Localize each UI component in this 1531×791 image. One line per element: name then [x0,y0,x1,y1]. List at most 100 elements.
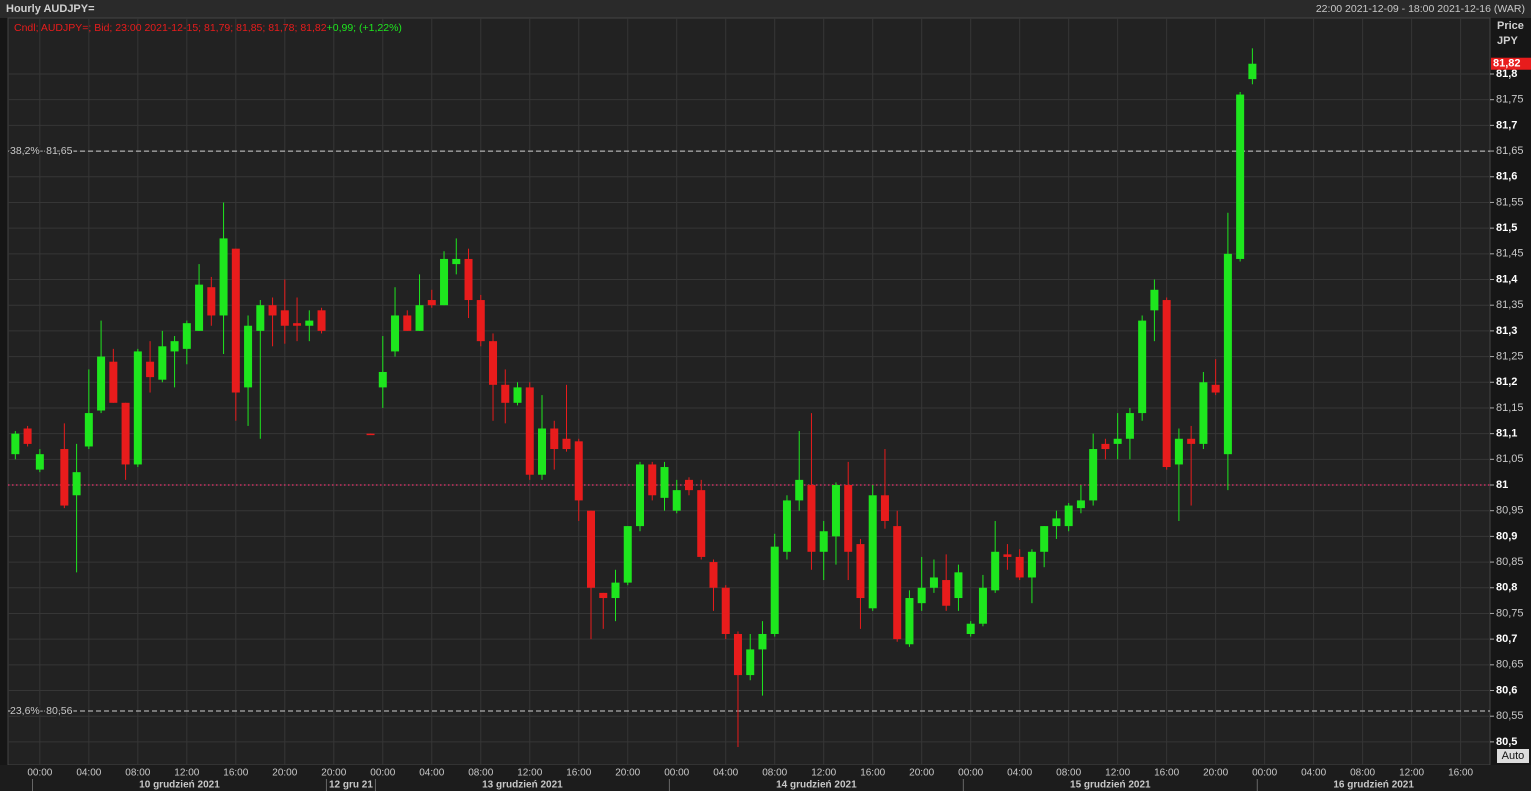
candle-body [219,238,228,316]
candle-body [415,305,424,331]
candle-body [831,485,840,537]
candle-body [207,287,216,316]
candle-body [231,248,240,393]
candle-body [538,428,547,475]
x-tick-label: 20:00 [272,768,297,779]
y-tick-label: 80,75 [1496,607,1524,619]
candle-body [905,598,914,645]
y-tick-label: 81,3 [1496,325,1517,337]
candle-body [1064,505,1073,527]
candle-body [819,531,828,552]
candle-body [378,371,387,388]
y-tick-label: 81 [1496,479,1508,491]
date-label: 12 gru 21 [329,780,373,791]
candle-body [966,623,975,634]
candle-body [856,544,865,599]
candle-body [660,467,669,498]
auto-button[interactable] [1497,749,1529,763]
candle-body [929,577,938,588]
candle-body [733,633,742,676]
x-tick-label: 04:00 [419,768,444,779]
candle-body [1187,438,1196,444]
price-tag [1491,57,1531,70]
x-tick-label: 08:00 [1350,768,1375,779]
candle-body [158,346,167,380]
candle-body [170,341,179,352]
candle-body [195,284,204,331]
y-tick-label: 81,2 [1496,376,1517,388]
candle-body [11,433,20,455]
candle-body [868,495,877,609]
x-tick-label: 12:00 [517,768,542,779]
x-tick-label: 20:00 [1203,768,1228,779]
candle-body [72,472,81,496]
y-tick-label: 81,7 [1496,119,1517,131]
candle-body [1248,63,1257,80]
y-tick-label: 81,45 [1496,248,1524,260]
candle-body [35,454,44,470]
y-tick-label: 81,15 [1496,402,1524,414]
x-tick-label: 08:00 [762,768,787,779]
y-tick-label: 81,25 [1496,350,1524,362]
x-tick-label: 04:00 [1007,768,1032,779]
candle-body [268,305,277,316]
candle-body [1076,500,1085,509]
candle-body [1040,526,1049,552]
candle-body [550,428,559,450]
candle-body [648,464,657,496]
candle-body [574,441,583,501]
candle-body [464,258,473,301]
candle-body [1150,289,1159,311]
x-tick-label: 00:00 [27,768,52,779]
price-tag-label: 81,82 [1493,58,1521,70]
y-tick-label: 81,8 [1496,68,1517,80]
candle-body [746,649,755,676]
x-tick-label: 08:00 [125,768,150,779]
candle-body [23,428,32,444]
auto-button-label[interactable]: Auto [1502,750,1525,762]
date-label: 16 grudzień 2021 [1333,780,1414,791]
candle-body [697,490,706,557]
y-tick-label: 81,4 [1496,273,1518,285]
candle-body [525,387,534,475]
x-tick-label: 12:00 [1105,768,1130,779]
candle-body [1211,384,1220,393]
x-tick-label: 12:00 [1399,768,1424,779]
candle-body [917,587,926,604]
chart-title: Hourly AUDJPY= [6,3,95,15]
x-tick-label: 20:00 [909,768,934,779]
candle-body [672,490,681,511]
candle-body [807,485,816,552]
x-tick-label: 04:00 [76,768,101,779]
candle-body [1089,449,1098,501]
candle-body [97,356,106,411]
candle-body [121,402,130,465]
candle-body [611,582,620,599]
candle-body [623,526,632,583]
x-tick-label: 00:00 [958,768,983,779]
date-label: 14 grudzień 2021 [776,780,857,791]
candle-body [280,310,289,326]
y-tick-label: 81,5 [1496,222,1517,234]
candle-body [1027,551,1036,578]
candle-body [758,633,767,650]
y-tick-label: 80,85 [1496,556,1524,568]
candle-body [684,479,693,491]
candle-body [880,495,889,521]
x-tick-label: 16:00 [860,768,885,779]
y-tick-label: 81,05 [1496,453,1524,465]
x-axis-band [0,765,1531,791]
x-tick-label: 00:00 [370,768,395,779]
y-tick-label: 81,35 [1496,299,1524,311]
candle-body [427,300,436,306]
x-tick-label: 04:00 [713,768,738,779]
x-tick-label: 00:00 [664,768,689,779]
candle-body [795,479,804,501]
candle-body [1174,438,1183,465]
y-tick-label: 80,5 [1496,736,1517,748]
candle-body [305,320,314,326]
y-tick-label: 80,6 [1496,684,1517,696]
candle-body [60,449,69,506]
candle-body [133,351,142,465]
